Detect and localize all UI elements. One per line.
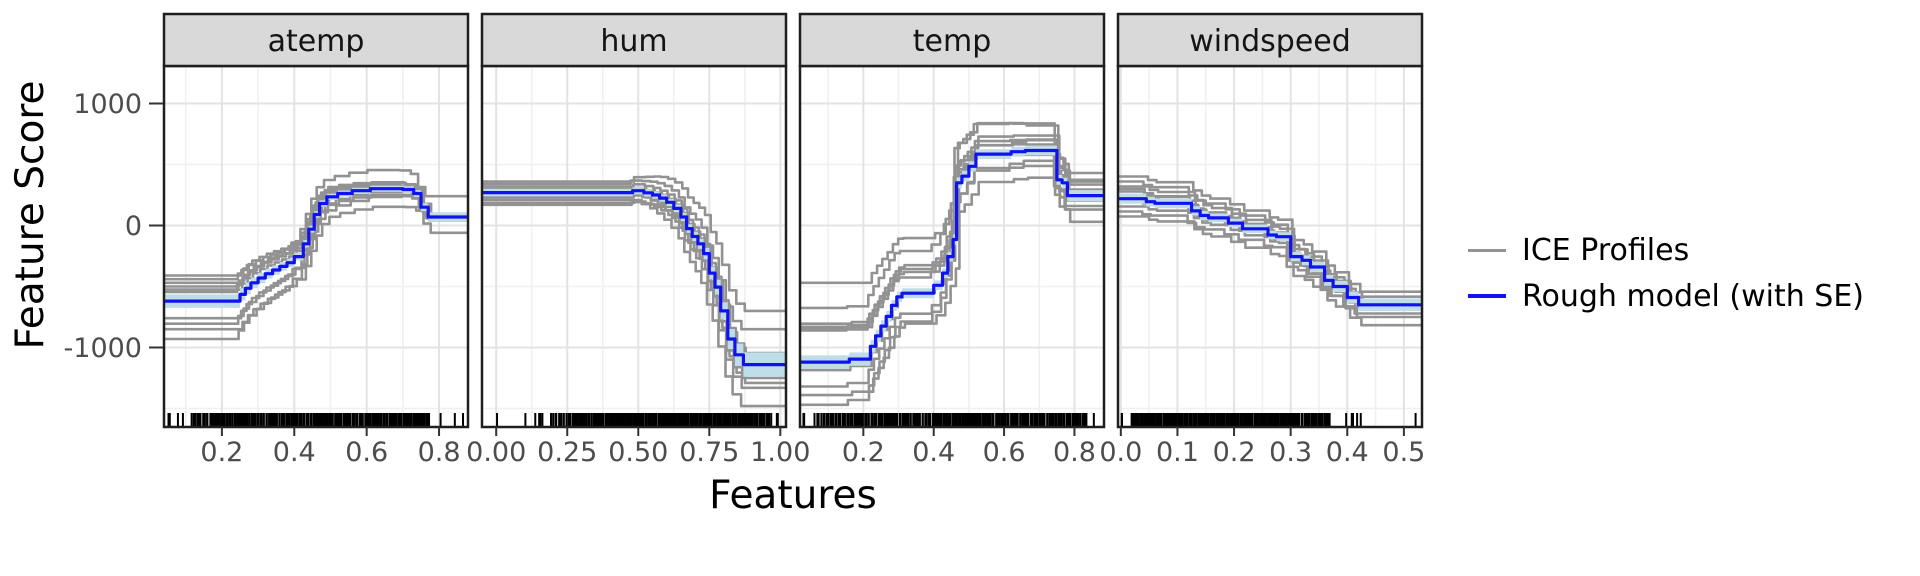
x-tick-label: 0.00 xyxy=(466,437,526,468)
x-tick-label: 0.6 xyxy=(345,437,388,468)
legend-item-rough-model: Rough model (with SE) xyxy=(1468,273,1864,319)
x-tick-label: 0.6 xyxy=(983,437,1026,468)
x-tick-label: 0.2 xyxy=(842,437,885,468)
x-tick-label: 0.8 xyxy=(418,437,461,468)
x-tick-label: 0.8 xyxy=(1053,437,1096,468)
x-tick-label: 0.5 xyxy=(1382,437,1425,468)
x-tick-label: 0.1 xyxy=(1156,437,1199,468)
x-axis-title: Features xyxy=(709,473,877,518)
x-tick-label: 0.0 xyxy=(1099,437,1142,468)
facet-strip-label-temp: temp xyxy=(913,24,992,59)
x-tick-label: 0.50 xyxy=(608,437,668,468)
legend-label-ice: ICE Profiles xyxy=(1522,232,1690,268)
x-tick-label: 0.25 xyxy=(537,437,597,468)
y-tick-label: 0 xyxy=(125,211,142,242)
y-tick-label: -1000 xyxy=(64,333,142,364)
x-tick-label: 0.4 xyxy=(1326,437,1369,468)
legend-item-ice: ICE Profiles xyxy=(1468,227,1864,273)
legend-label-rough-model: Rough model (with SE) xyxy=(1522,278,1864,314)
x-tick-label: 0.4 xyxy=(273,437,316,468)
facet-strip-label-windspeed: windspeed xyxy=(1189,24,1351,59)
x-tick-label: 0.3 xyxy=(1269,437,1312,468)
facet-strip-label-atemp: atemp xyxy=(268,24,365,59)
x-tick-label: 0.2 xyxy=(200,437,243,468)
x-tick-label: 0.75 xyxy=(679,437,739,468)
ice-profiles-line-key-icon xyxy=(1468,248,1506,252)
rough-model-line-key-icon xyxy=(1468,294,1506,298)
y-tick-label: 1000 xyxy=(73,89,142,120)
x-tick-label: 0.4 xyxy=(912,437,955,468)
x-tick-label: 1.00 xyxy=(750,437,810,468)
x-tick-label: 0.2 xyxy=(1213,437,1256,468)
legend: ICE Profiles Rough model (with SE) xyxy=(1468,227,1864,319)
facet-strip-label-hum: hum xyxy=(600,24,667,59)
